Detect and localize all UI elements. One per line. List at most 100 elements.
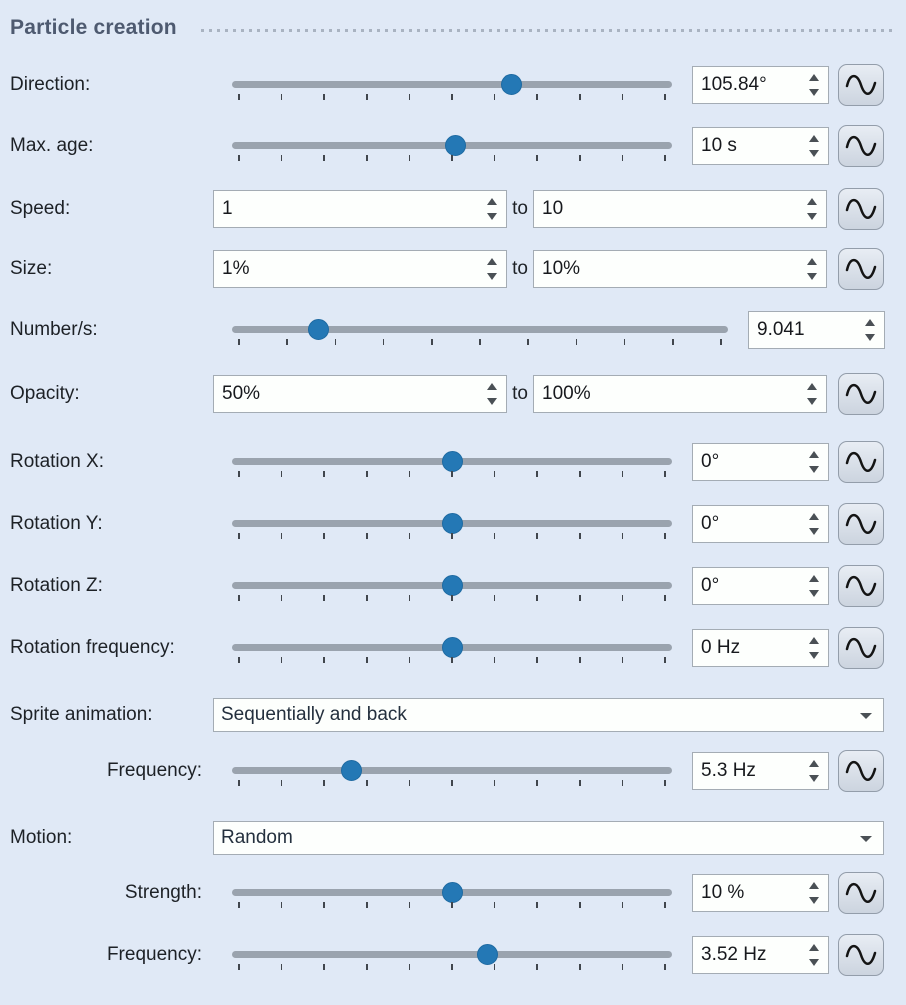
triangle-down-icon[interactable] xyxy=(809,466,819,473)
slider-track[interactable] xyxy=(232,767,672,774)
row-size: Size: 1% to 10% xyxy=(0,247,906,291)
triangle-down-icon[interactable] xyxy=(809,89,819,96)
slider-thumb[interactable] xyxy=(442,575,463,596)
triangle-up-icon[interactable] xyxy=(807,383,817,390)
rotation-frequency-value-field[interactable]: 0 Hz xyxy=(692,629,829,667)
sprite-frequency-wave-button[interactable] xyxy=(838,750,884,792)
row-number-per-second: Number/s: 9.041 xyxy=(0,308,906,352)
slider-track[interactable] xyxy=(232,951,672,958)
motion-frequency-value-field[interactable]: 3.52 Hz xyxy=(692,936,829,974)
rotation-z-slider[interactable] xyxy=(232,564,672,608)
triangle-up-icon[interactable] xyxy=(807,258,817,265)
opacity-from-field[interactable]: 50% xyxy=(213,375,507,413)
rotation-x-value-field[interactable]: 0° xyxy=(692,443,829,481)
spinner xyxy=(805,191,819,227)
triangle-up-icon[interactable] xyxy=(487,198,497,205)
rotation-y-wave-button[interactable] xyxy=(838,503,884,545)
chevron-down-icon[interactable] xyxy=(860,713,872,719)
triangle-up-icon[interactable] xyxy=(809,513,819,520)
motion-label: Motion: xyxy=(10,827,73,848)
motion-frequency-wave-button[interactable] xyxy=(838,934,884,976)
direction-wave-button[interactable] xyxy=(838,64,884,106)
sprite-animation-dropdown[interactable]: Sequentially and back xyxy=(213,698,884,732)
max-age-value-field[interactable]: 10 s xyxy=(692,127,829,165)
size-from-field[interactable]: 1% xyxy=(213,250,507,288)
sprite-frequency-value-field[interactable]: 5.3 Hz xyxy=(692,752,829,790)
triangle-down-icon[interactable] xyxy=(809,959,819,966)
slider-thumb[interactable] xyxy=(442,451,463,472)
slider-track[interactable] xyxy=(232,81,672,88)
triangle-down-icon[interactable] xyxy=(809,652,819,659)
slider-thumb[interactable] xyxy=(500,74,522,95)
rotation-x-wave-button[interactable] xyxy=(838,441,884,483)
triangle-down-icon[interactable] xyxy=(807,273,817,280)
slider-thumb[interactable] xyxy=(442,882,463,903)
triangle-up-icon[interactable] xyxy=(809,760,819,767)
rotation-frequency-wave-button[interactable] xyxy=(838,627,884,669)
slider-track[interactable] xyxy=(232,326,728,333)
max-age-wave-button[interactable] xyxy=(838,125,884,167)
spinner xyxy=(485,191,499,227)
direction-slider[interactable] xyxy=(232,63,672,107)
triangle-up-icon[interactable] xyxy=(809,135,819,142)
row-rotation-y: Rotation Y: 0° xyxy=(0,502,906,546)
opacity-label: Opacity: xyxy=(10,383,80,404)
sprite-frequency-slider[interactable] xyxy=(232,749,672,793)
chevron-down-icon[interactable] xyxy=(860,836,872,842)
sine-wave-icon xyxy=(839,190,883,228)
slider-thumb[interactable] xyxy=(307,319,329,340)
triangle-down-icon[interactable] xyxy=(487,273,497,280)
triangle-up-icon[interactable] xyxy=(807,198,817,205)
speed-to-field[interactable]: 10 xyxy=(533,190,827,228)
speed-wave-button[interactable] xyxy=(838,188,884,230)
spinner xyxy=(807,753,821,789)
slider-thumb[interactable] xyxy=(340,760,362,781)
rotation-z-value-field[interactable]: 0° xyxy=(692,567,829,605)
triangle-up-icon[interactable] xyxy=(809,944,819,951)
triangle-up-icon[interactable] xyxy=(809,74,819,81)
max-age-slider[interactable] xyxy=(232,124,672,168)
triangle-up-icon[interactable] xyxy=(865,319,875,326)
motion-frequency-slider[interactable] xyxy=(232,933,672,977)
rotation-y-slider[interactable] xyxy=(232,502,672,546)
slider-thumb[interactable] xyxy=(445,135,467,156)
number-per-second-slider[interactable] xyxy=(232,308,728,352)
speed-from-field[interactable]: 1 xyxy=(213,190,507,228)
triangle-down-icon[interactable] xyxy=(809,590,819,597)
number-per-second-value-field[interactable]: 9.041 xyxy=(748,311,885,349)
rotation-z-wave-button[interactable] xyxy=(838,565,884,607)
size-wave-button[interactable] xyxy=(838,248,884,290)
triangle-down-icon[interactable] xyxy=(809,897,819,904)
spinner xyxy=(807,128,821,164)
triangle-down-icon[interactable] xyxy=(809,528,819,535)
triangle-down-icon[interactable] xyxy=(809,775,819,782)
opacity-to-field[interactable]: 100% xyxy=(533,375,827,413)
direction-value-field[interactable]: 105.84° xyxy=(692,66,829,104)
triangle-down-icon[interactable] xyxy=(809,150,819,157)
number-per-second-value: 9.041 xyxy=(757,319,805,340)
triangle-up-icon[interactable] xyxy=(809,637,819,644)
triangle-down-icon[interactable] xyxy=(807,213,817,220)
motion-strength-wave-button[interactable] xyxy=(838,872,884,914)
triangle-down-icon[interactable] xyxy=(487,398,497,405)
triangle-up-icon[interactable] xyxy=(809,882,819,889)
rotation-frequency-slider[interactable] xyxy=(232,626,672,670)
slider-thumb[interactable] xyxy=(442,513,463,534)
rotation-x-slider[interactable] xyxy=(232,440,672,484)
motion-dropdown[interactable]: Random xyxy=(213,821,884,855)
rotation-y-value-field[interactable]: 0° xyxy=(692,505,829,543)
triangle-down-icon[interactable] xyxy=(487,213,497,220)
motion-strength-value-field[interactable]: 10 % xyxy=(692,874,829,912)
triangle-up-icon[interactable] xyxy=(809,575,819,582)
size-to-value: 10% xyxy=(542,258,581,279)
size-to-field[interactable]: 10% xyxy=(533,250,827,288)
triangle-down-icon[interactable] xyxy=(807,398,817,405)
motion-strength-slider[interactable] xyxy=(232,871,672,915)
slider-thumb[interactable] xyxy=(477,944,499,965)
opacity-wave-button[interactable] xyxy=(838,373,884,415)
triangle-down-icon[interactable] xyxy=(865,334,875,341)
triangle-up-icon[interactable] xyxy=(487,383,497,390)
triangle-up-icon[interactable] xyxy=(809,451,819,458)
triangle-up-icon[interactable] xyxy=(487,258,497,265)
slider-thumb[interactable] xyxy=(442,637,463,658)
